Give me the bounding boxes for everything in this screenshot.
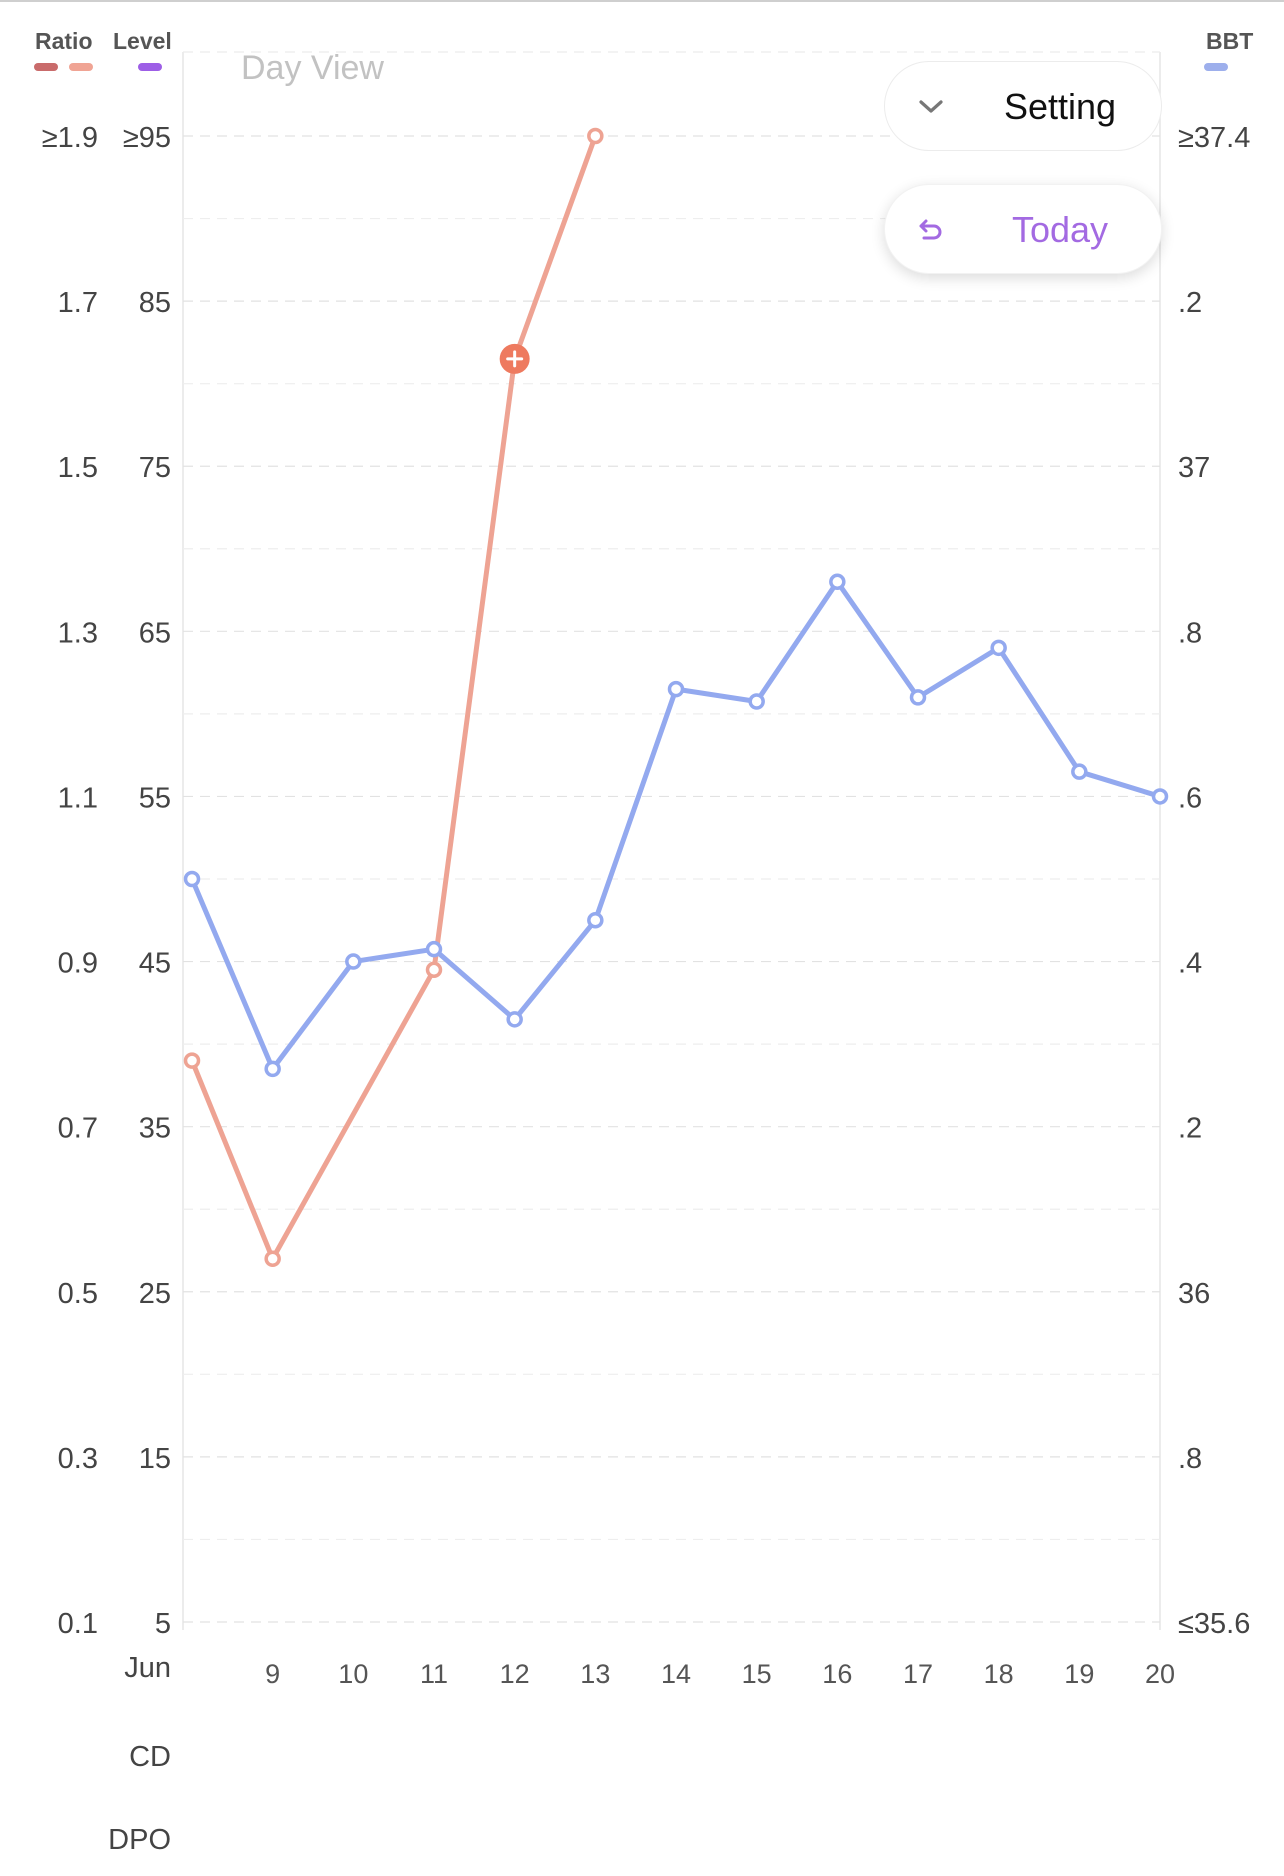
ratio-tick-label: 1.3 bbox=[58, 617, 98, 649]
level-data-point bbox=[587, 127, 604, 145]
setting-label: Setting bbox=[1003, 86, 1117, 127]
legend-ratio-swatch-light bbox=[69, 63, 93, 71]
x-tick-label: 12 bbox=[500, 1659, 530, 1689]
level-tick-label: 25 bbox=[139, 1278, 171, 1310]
legend-ratio-label: Ratio bbox=[35, 28, 93, 54]
bbt-data-point bbox=[829, 573, 846, 591]
today-button[interactable]: Today bbox=[884, 184, 1162, 274]
bbt-tick-label: .2 bbox=[1178, 1113, 1202, 1145]
row-label-cd: CD bbox=[129, 1741, 171, 1773]
ratio-tick-label: 0.3 bbox=[58, 1443, 98, 1475]
level-tick-label: 65 bbox=[139, 617, 171, 649]
legend-level-label: Level bbox=[113, 28, 172, 54]
level-data-point bbox=[183, 1052, 201, 1069]
bbt-tick-label: .4 bbox=[1178, 948, 1202, 980]
top-divider bbox=[0, 0, 1284, 2]
ratio-tick-label: 1.1 bbox=[58, 782, 98, 814]
x-tick-label: 14 bbox=[661, 1659, 691, 1689]
bbt-tick-label: .6 bbox=[1178, 782, 1202, 814]
level-tick-label: 35 bbox=[139, 1113, 171, 1145]
x-tick-label: 18 bbox=[984, 1659, 1014, 1689]
series bbox=[183, 127, 1169, 1268]
bbt-data-point bbox=[909, 689, 927, 706]
level-data-point bbox=[425, 961, 443, 979]
level-tick-label: 15 bbox=[139, 1443, 171, 1475]
ratio-tick-label: 0.9 bbox=[58, 948, 98, 980]
x-tick-label: 16 bbox=[822, 1659, 852, 1689]
bbt-data-point bbox=[667, 680, 685, 698]
today-label: Today bbox=[1011, 209, 1109, 250]
bbt-data-point bbox=[506, 1011, 523, 1028]
bbt-tick-label: ≥37.4 bbox=[1178, 122, 1250, 154]
ratio-tick-label: 1.7 bbox=[58, 287, 98, 319]
legend-bbt-label: BBT bbox=[1206, 28, 1254, 54]
level-tick-label: 5 bbox=[155, 1608, 171, 1640]
bbt-data-point bbox=[990, 639, 1007, 657]
x-tick-label: 11 bbox=[420, 1659, 448, 1689]
legend-bbt-swatch bbox=[1204, 63, 1228, 71]
level-tick-label: 55 bbox=[139, 782, 171, 814]
level-tick-label: 75 bbox=[139, 452, 171, 484]
x-tick-label: 9 bbox=[265, 1659, 280, 1689]
level-tick-label: 45 bbox=[139, 948, 171, 980]
bbt-tick-label: ≤35.6 bbox=[1178, 1608, 1250, 1640]
bbt-data-point bbox=[345, 953, 362, 970]
bbt-tick-label: 37 bbox=[1178, 452, 1210, 484]
ratio-tick-label: ≥1.9 bbox=[42, 122, 98, 154]
axes: ≥1.9 1.7 1.5 1.3 1.1 0.9 0.7 0.5 0.3 0.1 ≥95 85 75 65… bbox=[42, 122, 1251, 1856]
legend-level-swatch bbox=[138, 63, 162, 71]
bbt-data-point bbox=[425, 940, 443, 958]
row-label-dpo: DPO bbox=[108, 1824, 171, 1856]
day-view-title: Day View bbox=[241, 49, 384, 87]
bbt-data-point bbox=[183, 870, 201, 888]
x-tick-label: 20 bbox=[1145, 1659, 1175, 1689]
bbt-tick-label: .2 bbox=[1178, 287, 1202, 319]
legend-ratio-swatch-dark bbox=[34, 63, 58, 71]
bbt-data-point bbox=[1071, 763, 1088, 780]
x-tick-label: 19 bbox=[1064, 1659, 1094, 1689]
x-tick-label: 13 bbox=[580, 1659, 610, 1689]
bbt-data-point bbox=[748, 693, 765, 710]
ratio-tick-label: 0.5 bbox=[58, 1278, 98, 1310]
chevron-down-icon bbox=[911, 62, 951, 152]
bbt-tick-label: .8 bbox=[1178, 617, 1202, 649]
level-tick-label: 85 bbox=[139, 287, 171, 319]
undo-arrow-icon bbox=[911, 185, 951, 275]
x-month-label: Jun bbox=[124, 1652, 171, 1684]
ratio-tick-label: 1.5 bbox=[58, 452, 98, 484]
x-tick-label: 15 bbox=[742, 1659, 772, 1689]
bbt-data-point bbox=[264, 1060, 281, 1078]
grid bbox=[182, 51, 1161, 1630]
ratio-tick-label: 0.7 bbox=[58, 1113, 98, 1145]
level-tick-label: ≥95 bbox=[123, 122, 171, 154]
bbt-tick-label: .8 bbox=[1178, 1443, 1202, 1475]
bbt-data-point bbox=[587, 912, 604, 929]
x-tick-label: 17 bbox=[903, 1659, 933, 1689]
level-data-point bbox=[264, 1250, 281, 1268]
ratio-tick-label: 0.1 bbox=[58, 1608, 98, 1640]
bbt-data-point bbox=[1151, 788, 1169, 805]
x-tick-label: 10 bbox=[338, 1659, 368, 1689]
level-series-line bbox=[189, 133, 598, 1262]
setting-button[interactable]: Setting bbox=[884, 61, 1162, 151]
bbt-series-line bbox=[189, 579, 1163, 1072]
bbt-tick-label: 36 bbox=[1178, 1278, 1210, 1310]
